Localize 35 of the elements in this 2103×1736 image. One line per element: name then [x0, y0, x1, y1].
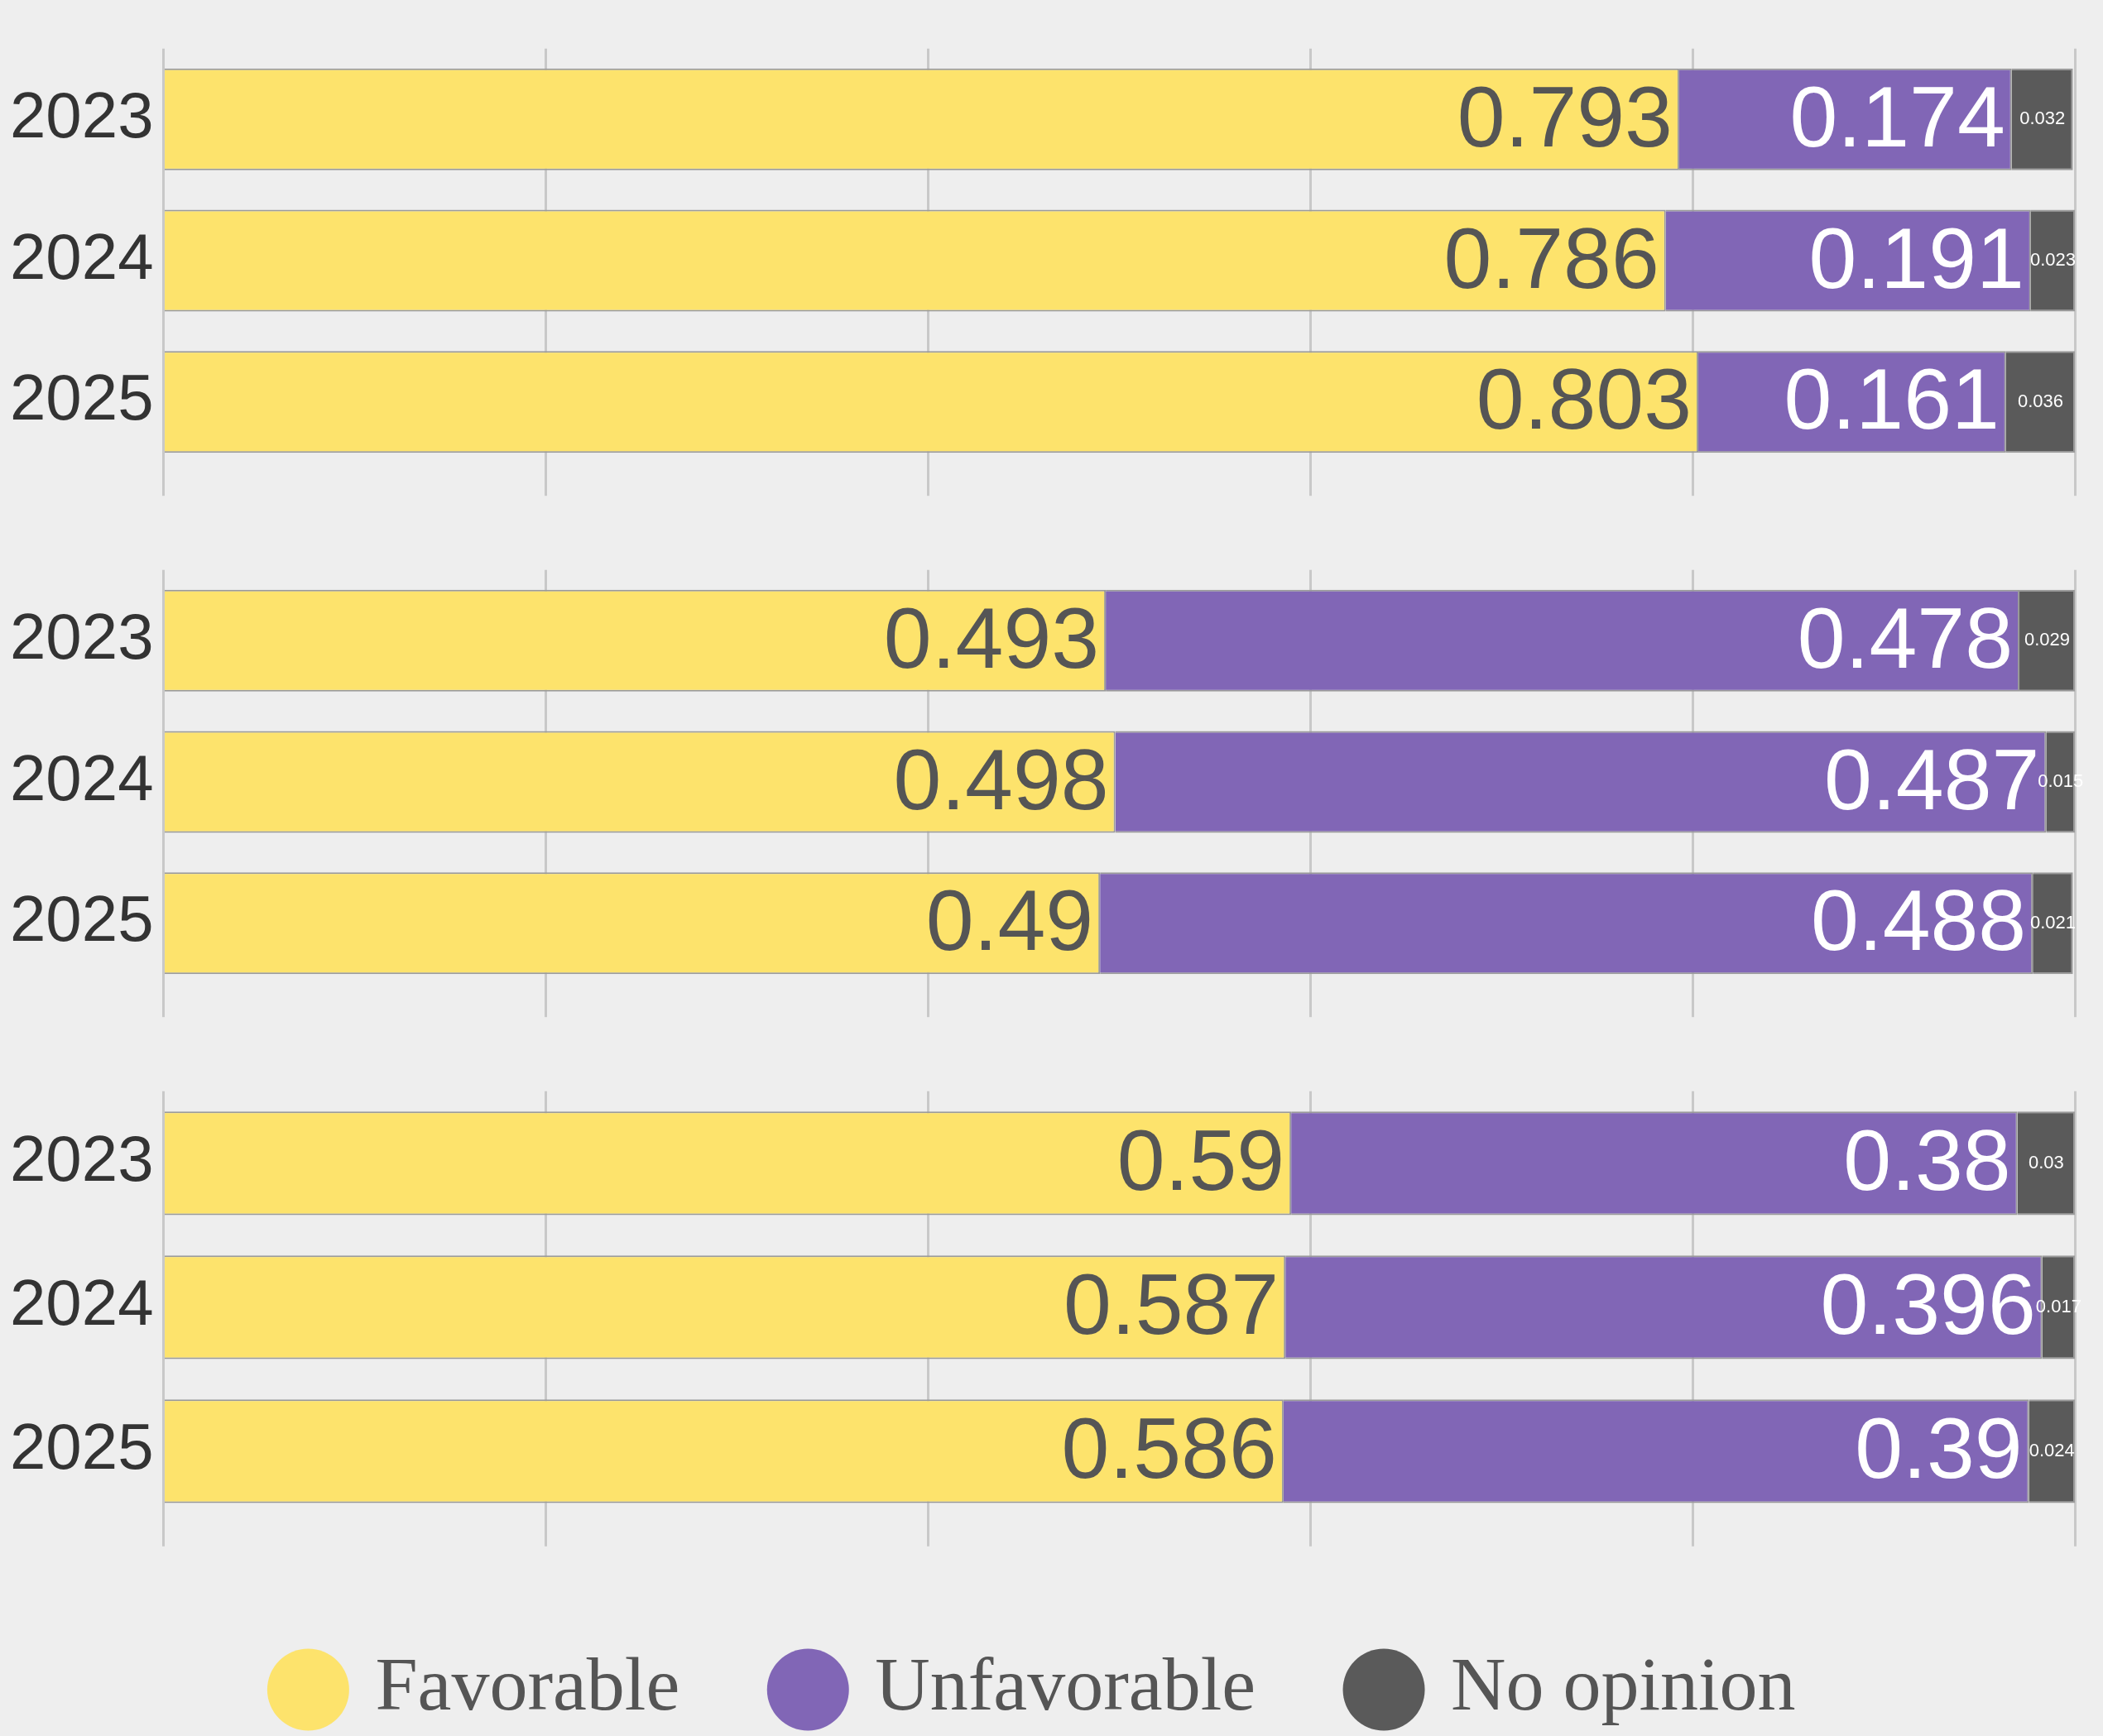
y-tick-label: 2024 [9, 1266, 154, 1340]
y-tick-label: 2024 [9, 741, 154, 814]
data-label: 0.174 [1789, 68, 2005, 165]
legend-label: No opinion [1451, 1642, 1796, 1727]
data-label: 0.803 [1476, 351, 1692, 448]
data-label: 0.478 [1797, 589, 2014, 686]
legend-label: Favorable [375, 1642, 680, 1727]
data-label: 0.498 [893, 731, 1109, 827]
y-tick-label: 2025 [9, 361, 154, 434]
y-tick-label: 2023 [9, 78, 154, 151]
data-label: 0.161 [1784, 351, 2000, 448]
data-label: 0.029 [2024, 629, 2071, 650]
y-tick-label: 2023 [9, 1122, 154, 1196]
data-label: 0.59 [1116, 1112, 1285, 1209]
data-label: 0.024 [2029, 1439, 2075, 1460]
data-label: 0.39 [1855, 1400, 2023, 1497]
y-tick-label: 2025 [9, 882, 154, 956]
data-label: 0.023 [2029, 249, 2076, 271]
data-label: 0.03 [2028, 1151, 2064, 1173]
data-label: 0.396 [1820, 1256, 2036, 1353]
data-label: 0.488 [1810, 872, 2027, 969]
data-label: 0.191 [1808, 209, 2024, 306]
data-label: 0.587 [1063, 1256, 1280, 1353]
data-label: 0.032 [2019, 108, 2066, 129]
y-tick-label: 2024 [9, 219, 154, 293]
data-label: 0.38 [1843, 1112, 2011, 1209]
data-label: 0.586 [1061, 1400, 1277, 1497]
data-label: 0.493 [883, 589, 1100, 686]
data-label: 0.49 [925, 872, 1094, 969]
y-tick-label: 2023 [9, 599, 154, 673]
y-tick-label: 2025 [9, 1410, 154, 1484]
data-label: 0.793 [1457, 68, 1673, 165]
data-label: 0.786 [1443, 209, 1659, 306]
legend-label: Unfavorable [875, 1642, 1256, 1727]
data-label: 0.036 [2017, 390, 2063, 411]
